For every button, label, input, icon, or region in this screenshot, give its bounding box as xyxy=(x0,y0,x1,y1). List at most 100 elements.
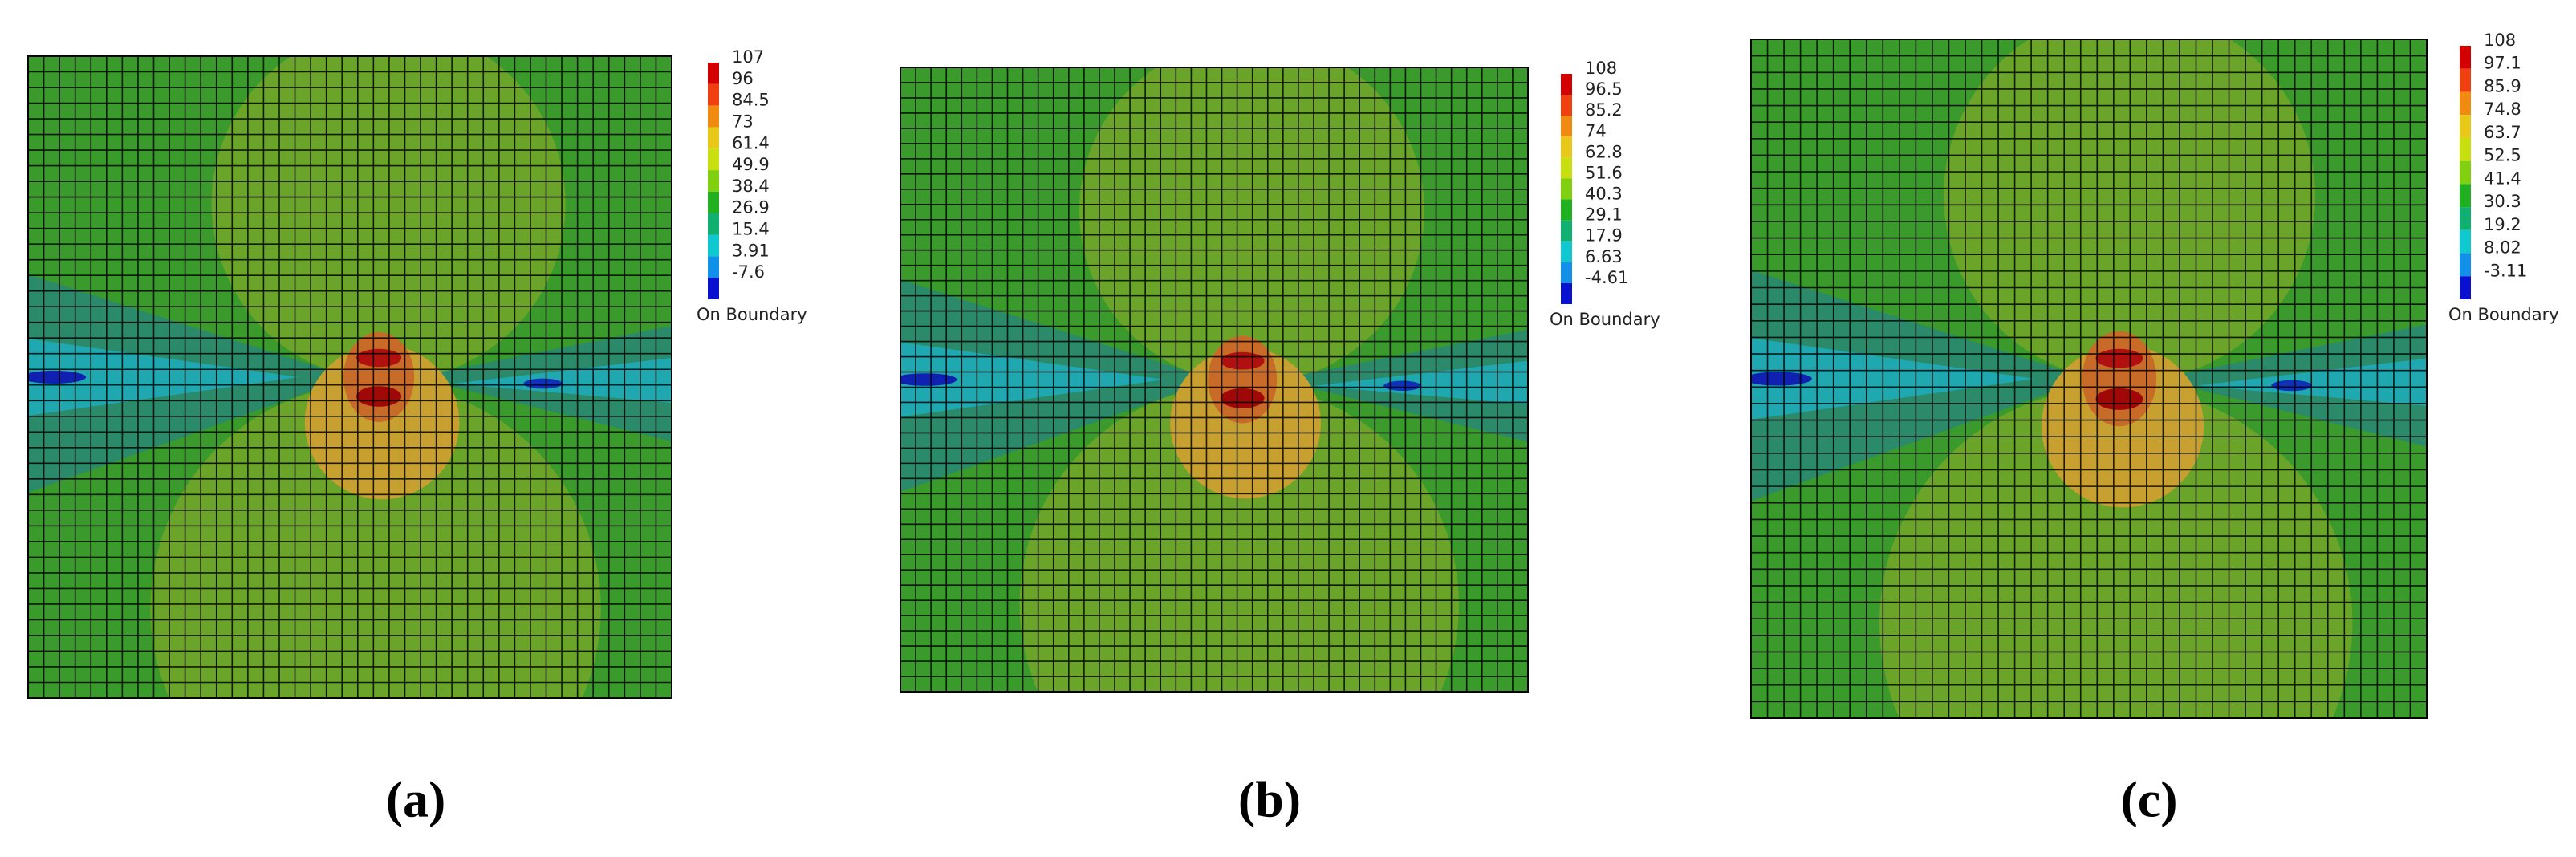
legend-value: 73 xyxy=(732,112,754,131)
legend-value: 52.5 xyxy=(2484,146,2521,165)
legend-swatch xyxy=(708,191,719,213)
legend-swatch xyxy=(708,127,719,149)
legend-value: 108 xyxy=(1585,59,1617,78)
hot-core xyxy=(2082,331,2157,427)
legend-caption: On Boundary xyxy=(1550,310,1660,329)
legend-swatch xyxy=(1561,157,1572,179)
left-tip xyxy=(28,371,87,384)
plot-border xyxy=(27,55,672,699)
contour-plot xyxy=(900,67,1528,692)
legend-swatch xyxy=(2460,46,2471,69)
legend-swatch xyxy=(2460,184,2471,208)
legend-value: 62.8 xyxy=(1585,142,1623,161)
legend-value: 96.5 xyxy=(1585,79,1623,99)
legend-value: 96 xyxy=(732,69,754,88)
mesh xyxy=(1751,39,2427,718)
legend-value: 3.91 xyxy=(732,241,770,260)
legend-swatch xyxy=(1561,241,1572,262)
panel: 108 97.1 85.9 74.8 63.7 52.5 41.4 30.3 19.2 8.02 -… xyxy=(1750,30,2559,828)
legend-value: 51.6 xyxy=(1585,163,1623,182)
hot-core xyxy=(343,332,415,422)
legend-swatch xyxy=(708,278,719,299)
panel-label: (a) xyxy=(386,771,446,828)
legend-caption: On Boundary xyxy=(697,305,807,324)
legend-value: 41.4 xyxy=(2484,169,2521,188)
contour-plot xyxy=(28,56,672,698)
legend-swatch xyxy=(708,105,719,128)
left-core xyxy=(1751,338,2035,420)
legend-swatch xyxy=(1561,282,1572,304)
legend-value: 85.9 xyxy=(2484,76,2521,95)
legend-swatch xyxy=(708,234,719,257)
peak-2 xyxy=(356,386,402,407)
legend-value: 40.3 xyxy=(1585,185,1623,204)
right-tip xyxy=(523,378,563,389)
legend-value: 97.1 xyxy=(2484,54,2521,73)
left-core xyxy=(28,339,299,416)
legend-swatch xyxy=(1561,136,1572,158)
panel-label: (b) xyxy=(1238,771,1301,828)
legend-swatch xyxy=(2460,229,2471,254)
legend-swatch xyxy=(2460,276,2471,299)
legend-swatch xyxy=(708,213,719,235)
legend-value: 29.1 xyxy=(1585,205,1623,225)
legend-value: -7.6 xyxy=(732,262,765,282)
peak-1 xyxy=(2095,348,2143,368)
legend-swatch xyxy=(2460,115,2471,138)
legend-value: 30.3 xyxy=(2484,192,2521,211)
legend-swatch xyxy=(708,170,719,192)
legend-value: 63.7 xyxy=(2484,123,2521,142)
legend-swatch xyxy=(1561,199,1572,221)
right-tip xyxy=(2271,380,2312,392)
legend-swatch xyxy=(1561,262,1572,283)
legend-value: 108 xyxy=(2484,30,2516,50)
legend-value: 74 xyxy=(1585,121,1607,140)
peak-1 xyxy=(356,348,402,368)
left-core xyxy=(900,342,1164,417)
legend-value: 107 xyxy=(732,47,764,67)
legend-value: -3.11 xyxy=(2484,261,2527,280)
legend-swatch xyxy=(2460,91,2471,116)
left-tip xyxy=(1751,372,1812,386)
right-tip xyxy=(1383,380,1422,392)
legend-value: 19.2 xyxy=(2484,215,2521,234)
legend-value: 61.4 xyxy=(732,133,770,152)
legend-swatch xyxy=(708,148,719,171)
legend-swatch xyxy=(708,83,719,106)
legend-swatch xyxy=(2460,137,2471,161)
mesh xyxy=(900,67,1528,692)
legend-swatch xyxy=(2460,68,2471,92)
legend-swatch xyxy=(708,256,719,278)
legend-value: 17.9 xyxy=(1585,226,1623,246)
plot-border xyxy=(900,67,1529,693)
panel-label: (c) xyxy=(2120,771,2177,828)
legend-value: 8.02 xyxy=(2484,238,2521,258)
peak-1 xyxy=(1220,351,1265,370)
legend-swatch xyxy=(1561,116,1572,137)
legend-swatch xyxy=(2460,253,2471,277)
legend-value: -4.61 xyxy=(1585,268,1628,287)
legend-value: 6.63 xyxy=(1585,247,1623,266)
legend-value: 84.5 xyxy=(732,91,770,110)
legend-value: 15.4 xyxy=(732,220,770,239)
legend-value: 38.4 xyxy=(732,177,770,196)
legend-swatch xyxy=(2460,160,2471,185)
legend-value: 74.8 xyxy=(2484,100,2521,119)
legend-swatch xyxy=(1561,178,1572,200)
legend-swatch xyxy=(1561,220,1572,242)
legend-value: 26.9 xyxy=(732,198,770,217)
contour-plot xyxy=(1751,39,2427,718)
mesh xyxy=(28,56,672,698)
legend-swatch xyxy=(708,63,719,84)
legend-value: 49.9 xyxy=(732,155,770,174)
panel: 107 96 84.5 73 61.4 49.9 38.4 26.9 15.4 3.91 -7.6 O… xyxy=(27,47,807,828)
legend-caption: On Boundary xyxy=(2448,305,2559,324)
hot-core xyxy=(1208,335,1278,424)
legend-swatch xyxy=(1561,74,1572,95)
legend-value: 85.2 xyxy=(1585,100,1623,120)
legend-swatch xyxy=(1561,95,1572,116)
upper-lobe xyxy=(1944,39,2316,382)
left-tip xyxy=(900,373,957,386)
